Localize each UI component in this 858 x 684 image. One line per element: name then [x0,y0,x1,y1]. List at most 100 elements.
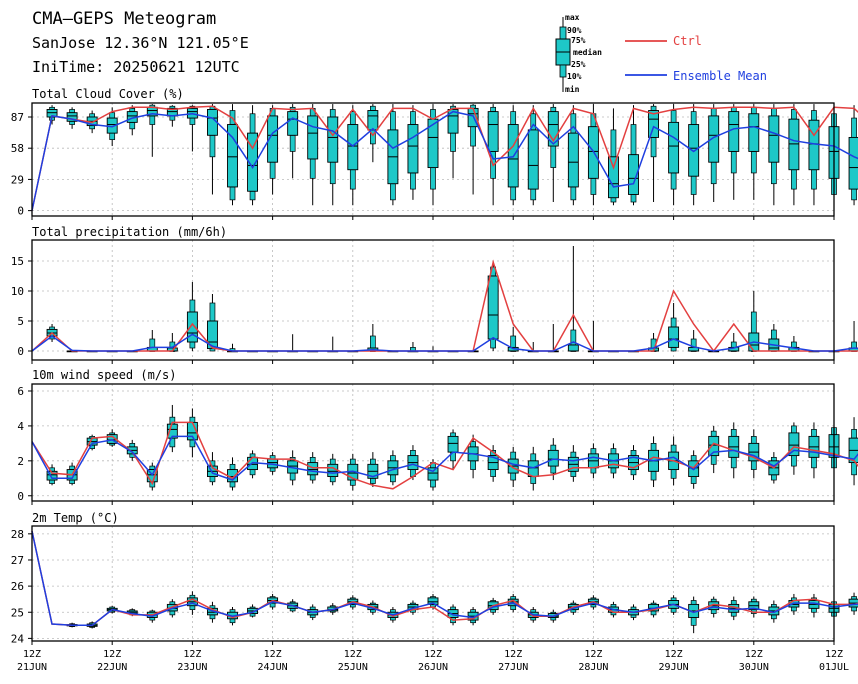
p75-p90-bar [129,108,136,112]
box-16 [347,105,359,206]
p10-p25-bar [791,169,797,190]
p75-p90-bar [410,450,416,456]
box-17 [367,104,379,163]
iqr-box [708,115,720,163]
iqr-box [668,326,680,348]
y-tick-label: 15 [11,255,24,268]
box-32 [668,104,680,206]
box-2 [66,107,78,129]
panel-title: 2m Temp (°C) [32,511,119,525]
box-1 [46,105,58,125]
p10-p25-bar [209,614,216,620]
box-24 [507,105,519,206]
p75-p90-bar [610,448,617,455]
p75-p90-bar [530,453,537,462]
box-36 [748,596,760,618]
legend-max: max [565,13,580,22]
box-34 [708,104,720,203]
iqr-box [447,435,459,453]
x-tick-label-date: 24JUN [258,662,288,673]
p10-p25-bar [390,183,396,201]
legend-min: min [565,84,580,94]
p10-p25-bar [690,617,697,626]
x-tick-label-time: 12Z [183,649,201,660]
p10-p25-bar [650,610,657,616]
box-8 [186,105,198,152]
iqr-box [186,311,198,343]
iqr-box [708,435,720,457]
iqr-box [267,115,279,163]
p75-p90-bar [670,317,677,328]
iqr-box [567,344,579,352]
x-tick-label-date: 01JUL [819,662,849,673]
x-tick-label-date: 29JUN [659,662,689,673]
p75-p90-bar [570,113,577,134]
y-tick-label: 2 [17,455,24,468]
iqr-box [307,115,319,160]
box-20 [427,104,439,206]
p10-p25-bar [770,474,777,481]
p10-p25-bar [730,456,737,469]
p10-p25-bar [269,161,276,179]
p10-p25-bar [590,177,597,195]
p75-p90-bar [630,124,637,156]
box-32 [668,303,680,352]
legend-lines: Ctrl Ensemble Mean [625,34,767,83]
panel-frame [31,525,835,642]
p10-p25-bar [470,460,476,470]
x-tick-label-time: 12Z [825,649,843,660]
legend-boxplot-key: max 90% 75% median 25% 10% min [555,13,602,94]
p10-p25-bar [510,472,517,481]
p10-p25-bar [189,117,196,125]
panel-4: 2m Temp (°C) 24 25 26 27 28 [11,511,858,645]
p75-p90-bar [550,444,557,451]
y-tick-label: 24 [11,632,25,645]
y-tick-label: 0 [17,205,24,218]
ensemble-mean-line [31,110,858,211]
p10-p25-bar [710,161,717,185]
p10-p25-bar [109,132,116,140]
panel-2: Total precipitation (mm/6h) 0 5 10 15 [11,225,858,364]
x-tick-label-time: 12Z [23,649,41,660]
p10-p25-bar [430,167,436,190]
p75-p90-bar [630,450,637,456]
p10-p25-bar [289,472,296,481]
p75-p90-bar [670,110,677,123]
p75-p90-bar [670,444,677,453]
p10-p25-bar [329,476,336,483]
x-tick-label-time: 12Z [344,649,362,660]
p75-p90-bar [650,105,657,111]
box-7 [166,404,178,453]
ensemble-mean-line [31,435,858,481]
panel-3: 10m wind speed (m/s) 0 2 4 6 [17,368,858,505]
ensemble-mean-line [31,531,858,627]
p10-p25-bar [89,125,96,130]
p75-p90-bar [811,110,817,121]
iqr-box [527,460,539,478]
p75-p90-bar [309,456,316,463]
iqr-box [427,467,439,481]
iqr-box [106,434,118,444]
box-26 [547,324,559,353]
p10-p25-bar [329,161,336,185]
iqr-box [347,124,359,171]
box-36 [748,104,760,200]
y-tick-label: 6 [17,385,24,398]
y-tick-label: 4 [17,420,24,433]
iqr-box [487,275,499,340]
p75-p90-bar [750,106,757,115]
p10-p25-bar [590,467,597,474]
p10-p25-bar [309,158,316,179]
p75-p90-bar [590,448,597,455]
iqr-box [487,111,499,152]
p10-p25-bar [610,467,617,474]
p75-p90-bar [510,451,517,460]
p10-p25-bar [229,186,236,201]
iqr-box [547,449,559,467]
iqr-box [447,109,459,134]
box-13 [287,334,299,353]
iqr-box [728,111,740,152]
box-15 [327,104,339,206]
p10-p25-bar [670,347,677,352]
iqr-box [848,136,858,190]
